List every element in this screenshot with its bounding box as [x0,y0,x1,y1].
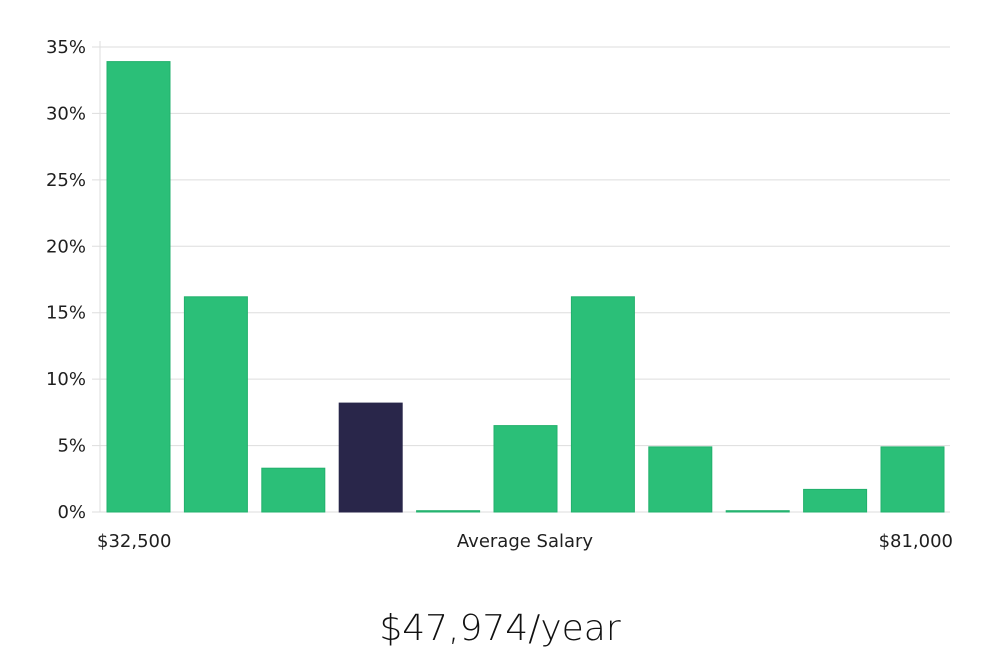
bar [880,446,945,513]
x-axis-label: Average Salary [457,531,594,552]
bar [106,61,171,513]
y-tick-label: 25% [46,170,86,191]
bar [648,446,713,513]
salary-histogram-chart: 0% 5% 10% 15% 20% 25% 30% 35% $32,500 Average S… [46,37,953,552]
bars [106,61,945,513]
bar [416,510,481,513]
y-axis: 0% 5% 10% 15% 20% 25% 30% 35% [46,37,101,523]
y-tick-label: 15% [46,303,86,324]
bar [803,488,868,513]
x-max-label: $81,000 [879,531,953,552]
bar [725,510,790,513]
y-tick-label: 20% [46,236,86,257]
highlighted-bar [338,402,403,513]
y-tick-label: 5% [57,436,86,457]
bar [183,296,248,513]
bar [261,467,326,513]
y-tick-label: 0% [57,502,86,523]
bar [570,296,635,513]
y-tick-label: 10% [46,369,86,390]
y-tick-label: 35% [46,37,86,58]
x-min-label: $32,500 [97,531,171,552]
average-salary-value: $47,974/year [379,608,621,649]
y-tick-label: 30% [46,103,86,124]
bar [493,425,558,513]
